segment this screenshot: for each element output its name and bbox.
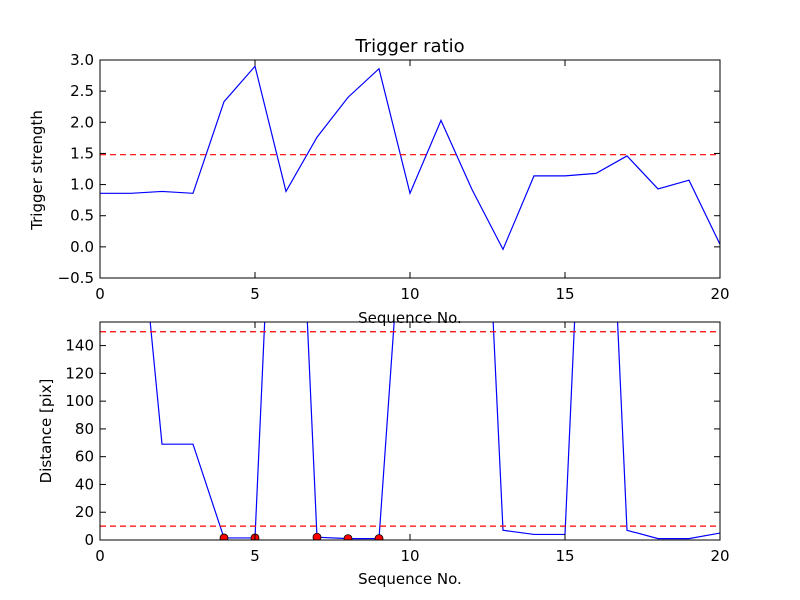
y-tick-label: 0.0 xyxy=(70,238,94,256)
data-marker xyxy=(343,534,353,540)
y-tick-label: 120 xyxy=(65,364,94,382)
x-tick-label: 20 xyxy=(710,285,729,303)
series-line xyxy=(149,322,720,540)
y-tick-label: 40 xyxy=(75,475,94,493)
x-axis-title: Sequence No. xyxy=(358,570,462,588)
distance-chart: Sequence No. Distance [pix] 0 5 10 15 20 0 20 4… xyxy=(37,321,730,588)
x-tick-label: 15 xyxy=(555,547,574,565)
plot-area-frame xyxy=(99,321,721,541)
y-tick-label: 3.0 xyxy=(70,51,94,69)
trigger-ratio-chart: Trigger ratio Sequence No. Trigger stren… xyxy=(28,36,730,327)
data-marker xyxy=(312,532,322,540)
y-tick-label: 20 xyxy=(75,503,94,521)
y-tick-label: 2.0 xyxy=(70,113,94,131)
x-tick-label: 0 xyxy=(95,547,105,565)
y-tick-label: −0.5 xyxy=(58,269,94,287)
x-tick-label: 5 xyxy=(250,285,260,303)
chart-title: Trigger ratio xyxy=(354,36,464,57)
y-tick-label: 140 xyxy=(65,337,94,355)
x-tick-label: 10 xyxy=(400,547,419,565)
y-tick-label: 100 xyxy=(65,392,94,410)
x-tick-label: 5 xyxy=(250,547,260,565)
y-tick-label: 0 xyxy=(84,531,94,549)
y-axis-title: Trigger strength xyxy=(28,110,46,231)
data-marker xyxy=(374,534,384,540)
y-tick-label: 80 xyxy=(75,420,94,438)
y-tick-label: 60 xyxy=(75,448,94,466)
x-tick-label: 15 xyxy=(555,285,574,303)
y-tick-label: 2.5 xyxy=(70,82,94,100)
y-tick-label: 1.5 xyxy=(70,144,94,162)
series-line xyxy=(100,64,720,251)
x-tick-label: 20 xyxy=(710,547,729,565)
y-tick-label: 0.5 xyxy=(70,207,94,225)
y-axis-title: Distance [pix] xyxy=(37,379,55,484)
x-tick-label: 10 xyxy=(400,285,419,303)
x-tick-label: 0 xyxy=(95,285,105,303)
plot-area-frame xyxy=(99,59,721,279)
y-tick-label: 1.0 xyxy=(70,176,94,194)
data-marker xyxy=(219,533,229,540)
